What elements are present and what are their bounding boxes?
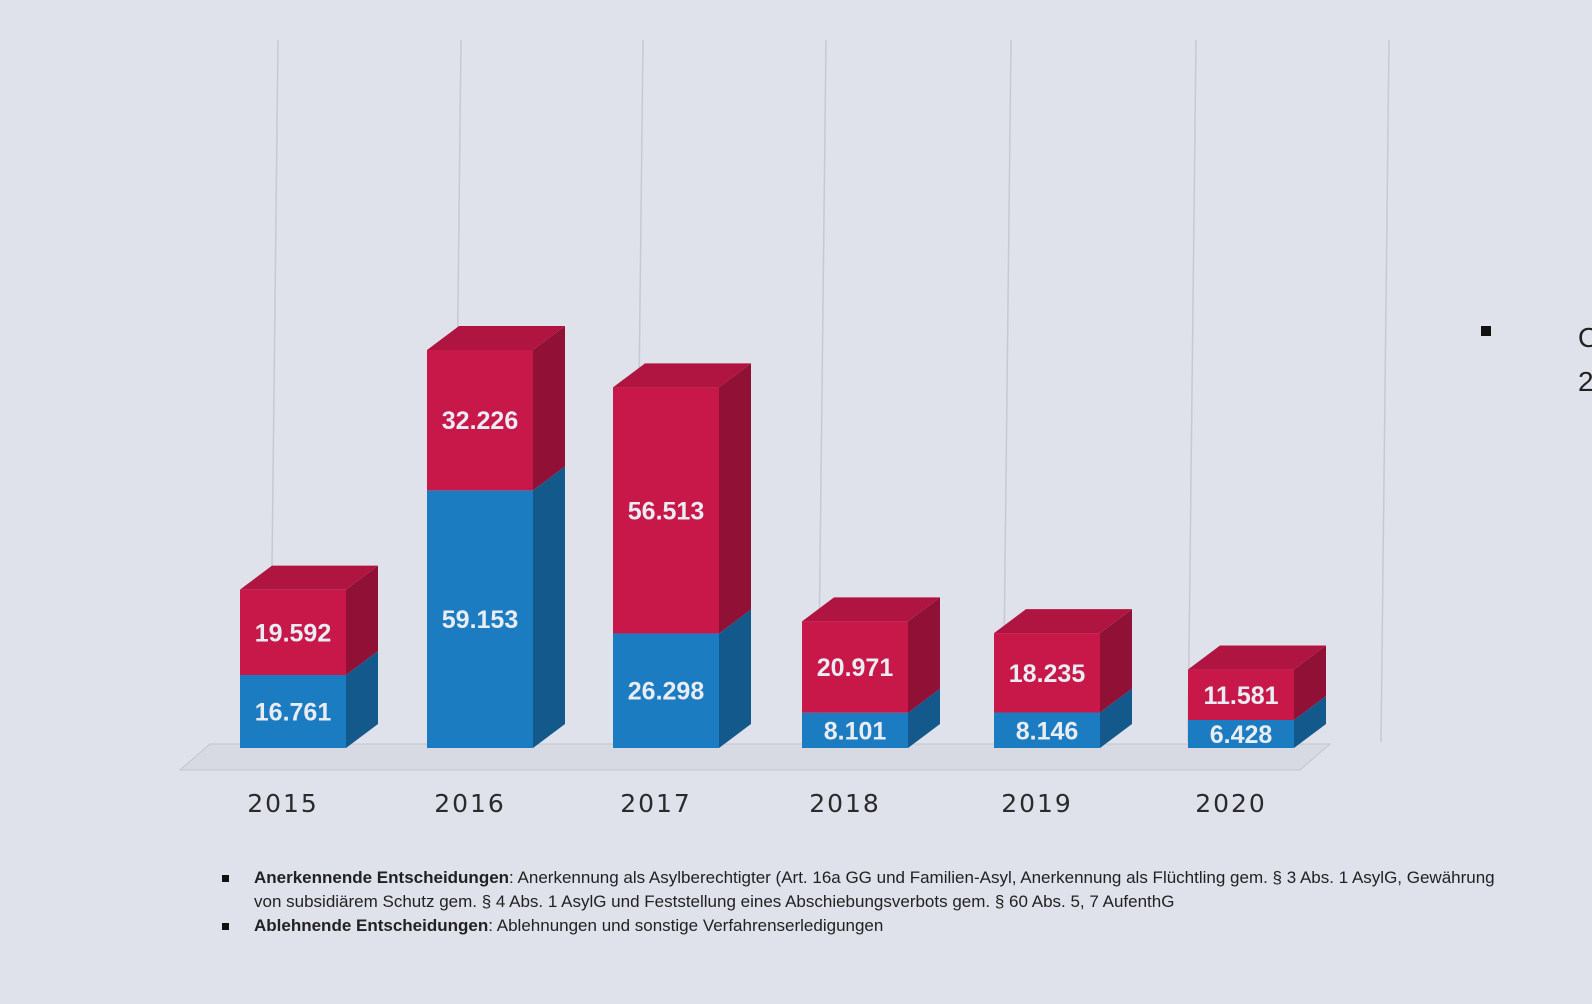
bar-top-2017 — [613, 363, 751, 388]
side-text: O 2 — [1578, 316, 1592, 404]
bar-segment-ablehnend-2017-front — [613, 387, 719, 634]
side-text-line2: 2 — [1578, 366, 1592, 397]
chart-bars — [240, 326, 1326, 748]
side-bullet-icon — [1481, 326, 1491, 336]
bar-segment-ablehnend-2015 — [240, 565, 378, 675]
bar-segment-anerkennend-2020-side — [1294, 696, 1326, 748]
value-label-ablehnend-2018: 20.971 — [817, 654, 894, 682]
legend-item-ablehnend: Ablehnende Entscheidungen: Ablehnungen u… — [218, 914, 1518, 938]
bar-segment-anerkennend-2016 — [427, 466, 565, 748]
bar-segment-anerkennend-2019-side — [1100, 688, 1132, 748]
bar-segment-anerkennend-2016-front — [427, 490, 533, 748]
gridline — [1380, 39, 1390, 743]
chart-labels: 16.761 19.592 2015 59.153 32.226 2016 26.298 56… — [247, 407, 1278, 818]
bar-top-2018 — [802, 597, 940, 622]
bar-segment-ablehnend-2015-front — [240, 589, 346, 675]
x-tick-label-2018: 2018 — [809, 789, 881, 818]
chart-floor — [178, 743, 1332, 771]
bar-segment-ablehnend-2020-front — [1188, 669, 1294, 721]
bar-segment-anerkennend-2018-side — [908, 688, 940, 748]
bar-top-2016 — [427, 326, 565, 350]
bar-segment-ablehnend-2018-front — [802, 621, 908, 713]
bar-segment-anerkennend-2016-side — [533, 466, 565, 748]
value-label-anerkennend-2019: 8.146 — [1016, 717, 1079, 745]
bar-segment-anerkennend-2017-front — [613, 633, 719, 748]
bar-top-2019 — [994, 609, 1132, 634]
chart-legend: Anerkennende Entscheidungen: Anerkennung… — [218, 866, 1518, 938]
bar-segment-ablehnend-2019-front — [994, 633, 1100, 713]
value-label-anerkennend-2015: 16.761 — [255, 698, 332, 726]
bar-segment-anerkennend-2019-front — [994, 712, 1100, 748]
legend-term: Ablehnende Entscheidungen — [254, 916, 489, 935]
legend-text: : Anerkennung als Asylberechtigter (Art.… — [254, 868, 1495, 911]
bar-segment-anerkennend-2020 — [1188, 696, 1326, 748]
bar-segment-anerkennend-2018 — [802, 688, 940, 748]
bar-segment-anerkennend-2015-side — [346, 650, 378, 748]
legend-bullet-icon — [222, 875, 229, 882]
bar-segment-ablehnend-2020-side — [1294, 645, 1326, 721]
value-label-anerkennend-2017: 26.298 — [628, 678, 705, 706]
value-label-ablehnend-2016: 32.226 — [442, 407, 518, 435]
legend-term: Anerkennende Entscheidungen — [254, 868, 510, 887]
legend-text: : Ablehnungen und sonstige Verfahrenserl… — [488, 916, 884, 935]
value-label-ablehnend-2019: 18.235 — [1009, 660, 1086, 688]
x-tick-label-2016: 2016 — [434, 789, 506, 818]
x-tick-label-2020: 2020 — [1195, 789, 1267, 818]
value-label-ablehnend-2020: 11.581 — [1203, 682, 1278, 710]
x-tick-label-2017: 2017 — [620, 789, 692, 818]
bar-segment-ablehnend-2020 — [1188, 645, 1326, 721]
bar-segment-anerkennend-2020-front — [1188, 720, 1294, 748]
bar-top-2020 — [1188, 645, 1326, 670]
bar-segment-anerkennend-2017-side — [719, 609, 751, 748]
bar-segment-ablehnend-2018-side — [908, 597, 940, 713]
gridline — [1002, 39, 1012, 743]
bar-segment-ablehnend-2019 — [994, 609, 1132, 713]
bar-segment-anerkennend-2019 — [994, 688, 1132, 748]
value-label-anerkennend-2016: 59.153 — [442, 606, 518, 634]
bar-segment-anerkennend-2018-front — [802, 712, 908, 748]
bar-segment-anerkennend-2015 — [240, 650, 378, 748]
bar-segment-anerkennend-2017 — [613, 609, 751, 748]
bar-segment-ablehnend-2017 — [613, 363, 751, 634]
bar-segment-ablehnend-2015-side — [346, 565, 378, 675]
bar-segment-anerkennend-2015-front — [240, 674, 346, 748]
bar-segment-ablehnend-2016-side — [533, 326, 565, 491]
value-label-anerkennend-2018: 8.101 — [824, 717, 887, 745]
value-label-ablehnend-2015: 19.592 — [255, 619, 331, 647]
bar-top-2015 — [240, 565, 378, 590]
x-tick-label-2015: 2015 — [247, 789, 319, 818]
bar-segment-ablehnend-2017-side — [719, 363, 751, 634]
x-tick-label-2019: 2019 — [1001, 789, 1073, 818]
value-label-anerkennend-2020: 6.428 — [1210, 721, 1273, 749]
bar-segment-ablehnend-2016-front — [427, 350, 533, 491]
chart-grid — [178, 39, 1390, 771]
bar-segment-ablehnend-2016 — [427, 326, 565, 491]
side-text-line1: O — [1578, 322, 1592, 353]
bar-segment-ablehnend-2019-side — [1100, 609, 1132, 713]
bar-segment-ablehnend-2018 — [802, 597, 940, 713]
gridline — [1187, 39, 1197, 743]
legend-item-anerkennend: Anerkennende Entscheidungen: Anerkennung… — [218, 866, 1518, 914]
value-label-ablehnend-2017: 56.513 — [628, 497, 704, 525]
legend-bullet-icon — [222, 923, 229, 930]
